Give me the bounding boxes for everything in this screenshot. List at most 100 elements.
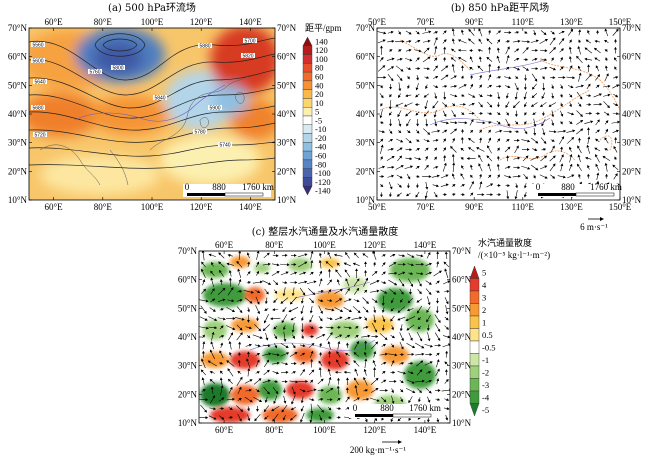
wind-vector-head	[408, 400, 411, 404]
y-tick-label-left: 40°N	[356, 109, 376, 119]
wind-vector-head	[301, 329, 304, 333]
wind-vector-head	[319, 278, 323, 282]
wind-vector-head	[434, 31, 439, 34]
wind-vector-head	[443, 39, 447, 43]
wind-vector-head	[451, 173, 455, 177]
wind-vector-head	[614, 156, 618, 160]
wind-vector-head	[321, 388, 325, 392]
wind-vector-head	[444, 268, 448, 272]
wind-vector-head	[515, 76, 519, 79]
wind-vector-head	[311, 300, 314, 304]
panel-b: (b) 850 hPa距平风场 0 880 1760	[356, 1, 642, 232]
wind-vector-head	[406, 327, 410, 331]
wind-vector-head	[425, 164, 429, 168]
colorbar-swatch	[302, 45, 313, 55]
wind-vector-head	[398, 88, 402, 92]
contour-label: 5720	[34, 133, 45, 139]
reference-vector-label: 6 m·s⁻¹	[580, 222, 608, 232]
wind-vector-head	[302, 352, 306, 356]
wind-vector-head	[419, 338, 423, 342]
wind-vector-head	[232, 397, 236, 401]
wind-vector-head	[552, 76, 556, 79]
wind-vector-head	[398, 31, 401, 35]
wind-vector-head	[479, 104, 483, 108]
wind-vector-head	[389, 94, 392, 98]
wind-vector-head	[347, 287, 350, 292]
wind-vector-head	[380, 103, 383, 107]
wind-vector-head	[446, 398, 450, 401]
wind-vector-head	[304, 261, 308, 265]
wind-vector-head	[452, 162, 456, 166]
wind-vector-head	[375, 341, 379, 345]
y-tick-label-left: 20°N	[356, 166, 376, 176]
wind-vector-head	[220, 308, 224, 311]
wind-vector-head	[445, 369, 448, 372]
wind-vector-head	[488, 74, 492, 78]
wind-vector-head	[322, 334, 326, 337]
wind-vector-head	[288, 309, 292, 313]
wind-vector-head	[570, 28, 574, 32]
wind-vector-head	[425, 86, 428, 90]
contour-label-box	[218, 142, 232, 147]
wind-vector-head	[294, 271, 298, 275]
wind-vector-head	[355, 326, 359, 329]
wind-vector-head	[525, 47, 529, 51]
scale-label-1760: 1760 km	[409, 403, 441, 413]
wind-vector-head	[383, 281, 387, 284]
wind-vector-head	[266, 252, 270, 256]
wind-vector-head	[402, 271, 406, 275]
wind-vector-head	[374, 300, 378, 303]
wind-vector-head	[552, 175, 556, 179]
wind-vector-head	[239, 376, 243, 380]
wind-vector-head	[488, 129, 491, 133]
wind-vector-head	[615, 129, 619, 133]
wind-vector-head	[318, 259, 322, 263]
wind-vector-head	[595, 65, 599, 69]
scale-label-880: 880	[212, 182, 226, 192]
wind-vector-head	[437, 337, 441, 341]
wind-vector-head	[388, 106, 392, 110]
wind-vector-head	[405, 318, 409, 322]
wind-vector-head	[437, 368, 440, 372]
wind-vector-head	[588, 103, 592, 106]
colorbar-level-label: -40	[315, 142, 326, 152]
wind-vector-head	[293, 254, 297, 257]
wind-vector-head	[481, 193, 485, 197]
wind-vector-head	[228, 269, 232, 273]
y-tick-label-right: 40°N	[277, 109, 297, 119]
wind-vector-head	[248, 343, 252, 347]
wind-vector-head	[219, 269, 222, 273]
wind-vector-head	[272, 308, 276, 312]
wind-vector-head	[247, 367, 251, 371]
wind-vector-head	[309, 310, 313, 314]
wind-vector-head	[508, 76, 512, 80]
wind-vector-head	[394, 271, 398, 275]
colorbar-level-label: 20	[315, 89, 324, 99]
wind-vector-head	[258, 328, 262, 332]
colorbar-level-label: 60	[315, 72, 324, 82]
wind-vector-head	[232, 317, 236, 320]
wind-vector-head	[331, 326, 334, 330]
contour-label: 5700	[244, 39, 255, 45]
wind-vector-head	[302, 362, 306, 365]
wind-vector-head	[391, 360, 395, 364]
wind-vector-head	[212, 309, 216, 312]
wind-vector-head	[454, 128, 458, 132]
wind-vector-head	[247, 351, 250, 355]
wind-vector-head	[436, 251, 440, 255]
wind-vector-head	[364, 261, 367, 265]
wind-vector-head	[523, 87, 527, 91]
wind-vector-head	[292, 335, 295, 339]
x-tick-label-bottom: 80°E	[94, 202, 113, 212]
colorbar-swatch	[469, 278, 480, 292]
wind-vector-head	[561, 154, 564, 158]
wind-vector-head	[469, 49, 472, 52]
wind-vector-head	[270, 317, 273, 321]
wind-vector-head	[451, 153, 455, 157]
wind-vector-head	[596, 180, 600, 184]
wind-vector-head	[410, 283, 413, 287]
wind-vector-head	[526, 148, 530, 151]
wind-vector-head	[304, 253, 308, 257]
wind-vector-head	[596, 30, 599, 33]
wind-vector-head	[411, 255, 415, 258]
